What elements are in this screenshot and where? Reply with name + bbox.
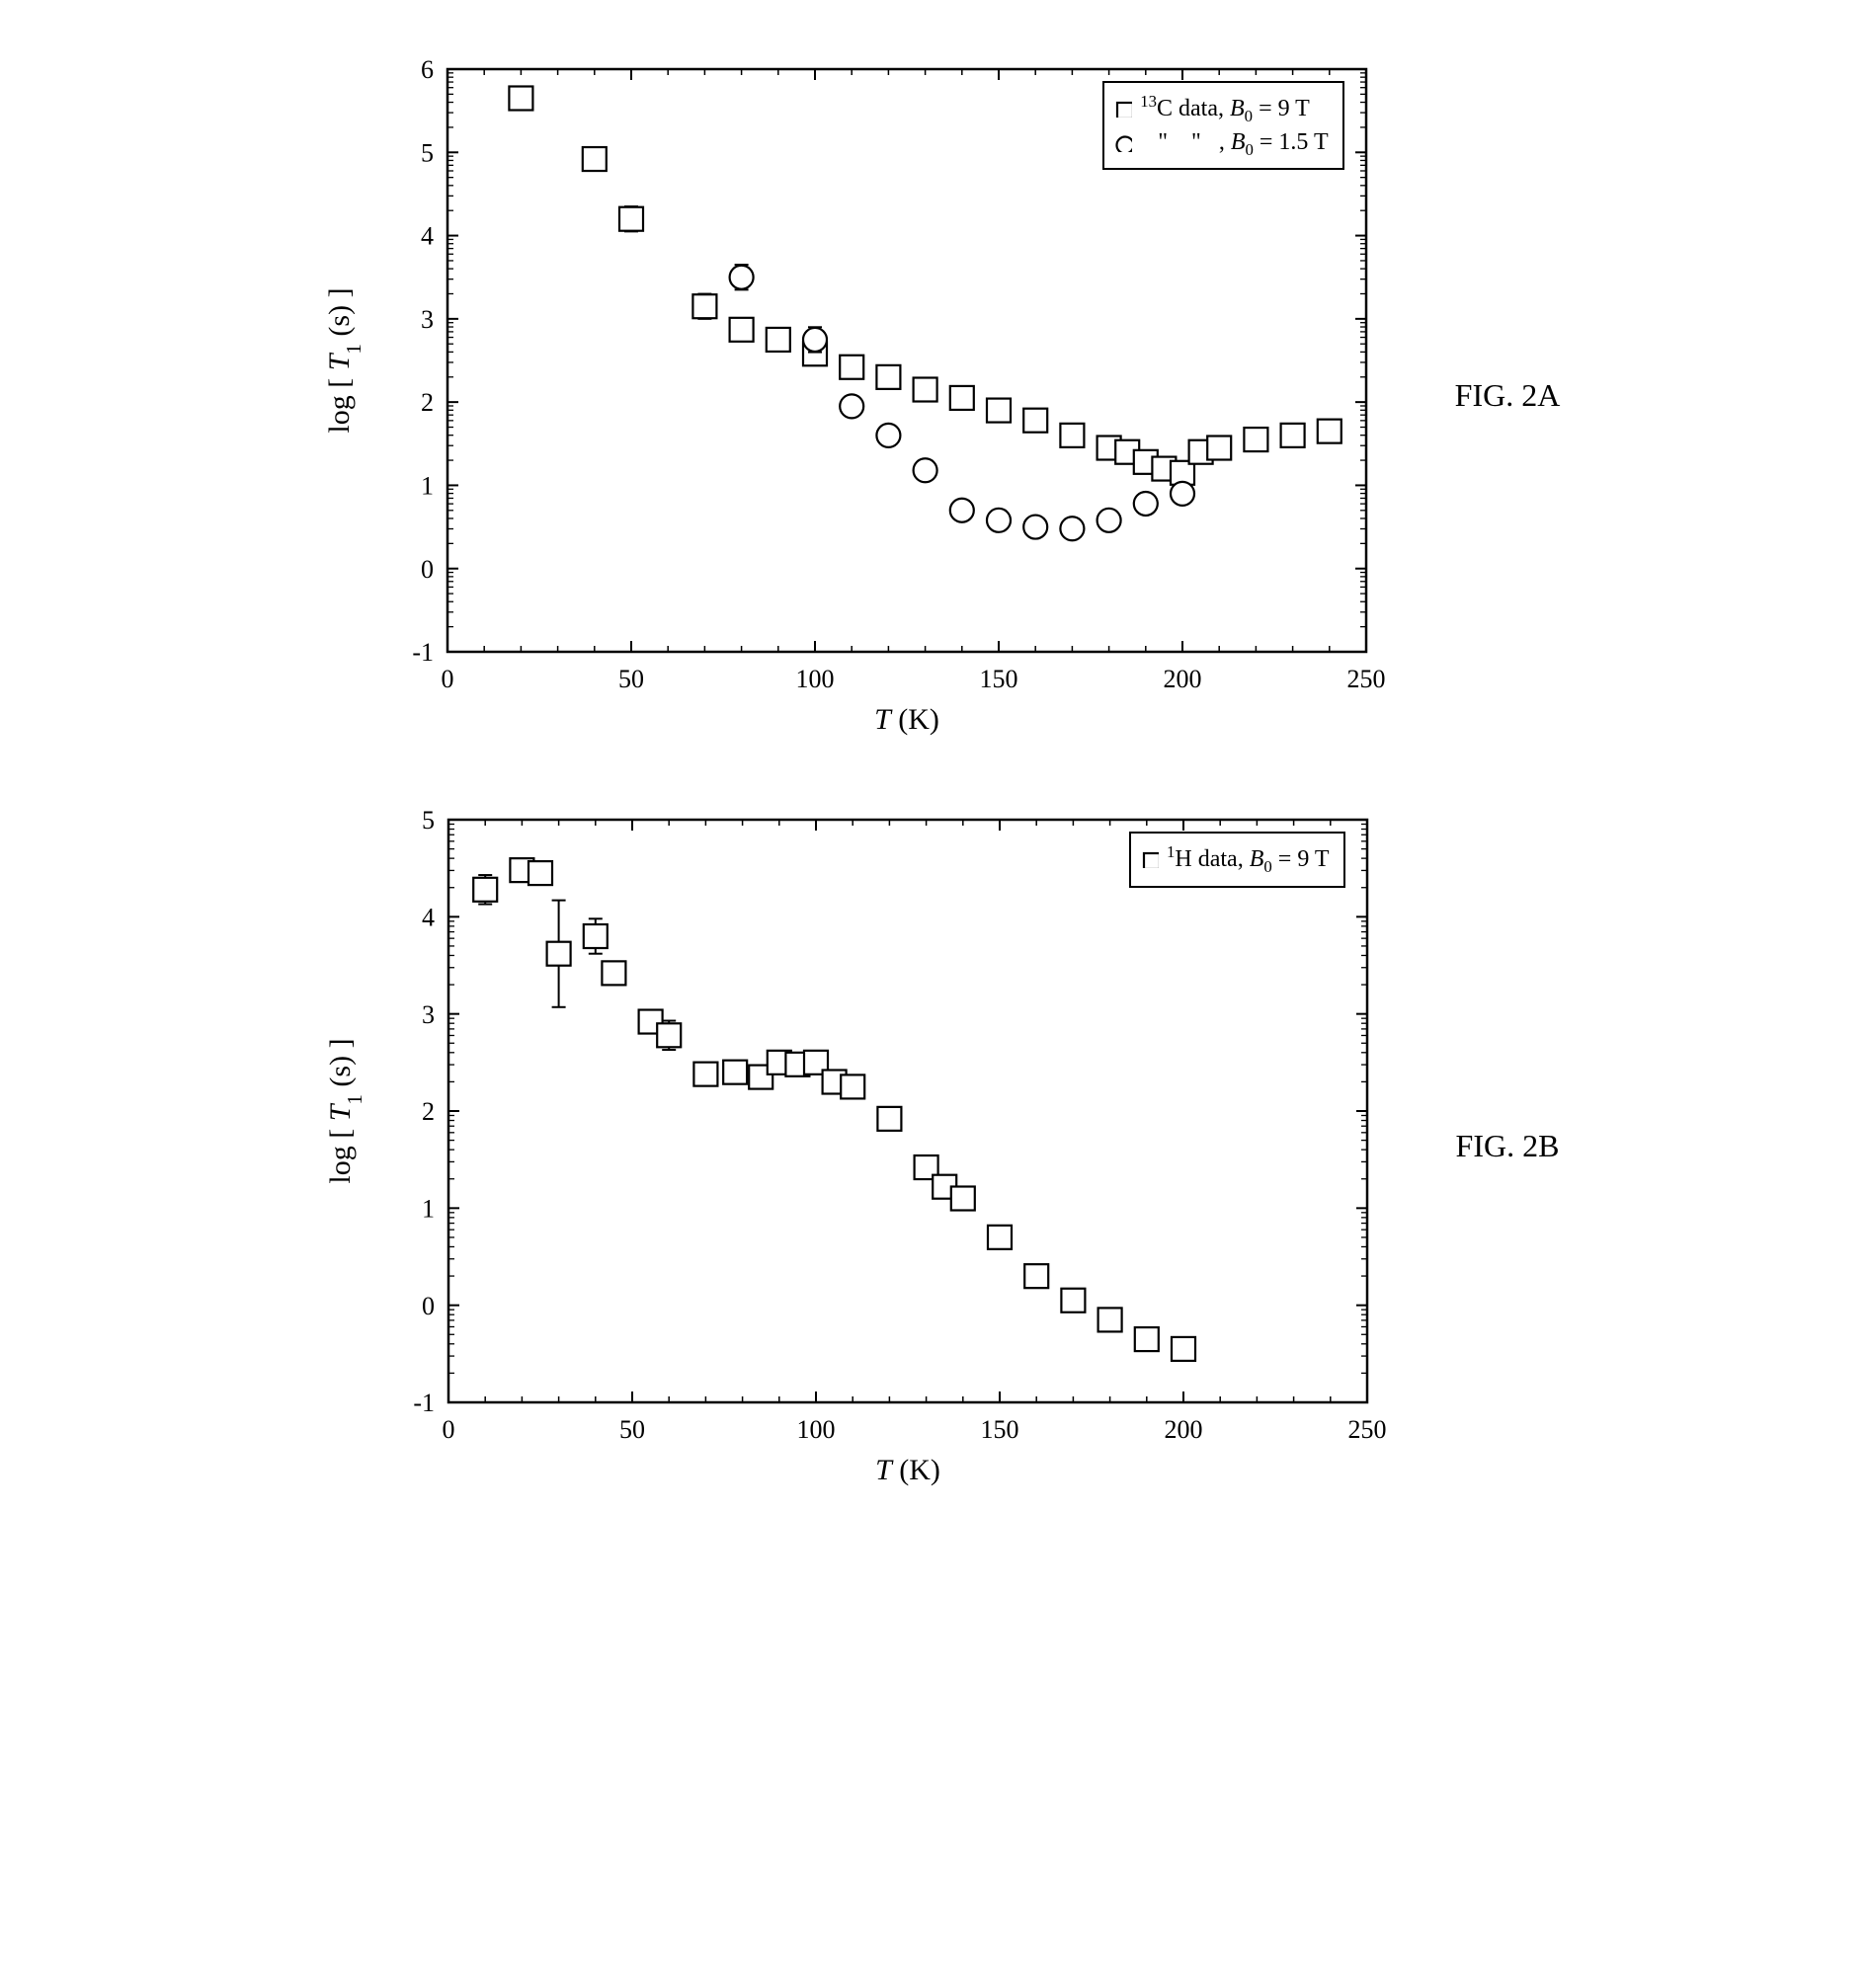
svg-text:log [ T1 (s) ]: log [ T1 (s) ] <box>323 287 366 433</box>
legend-row: 1H data, B0 = 9 T <box>1141 841 1330 878</box>
figure-b-row: 050100150200250-1012345T (K)log [ T1 (s)… <box>310 790 1560 1501</box>
svg-text:4: 4 <box>422 903 435 931</box>
svg-text:5: 5 <box>422 806 435 835</box>
svg-text:50: 50 <box>619 1415 645 1444</box>
chart-a: 050100150200250-10123456T (K)log [ T1 (s… <box>309 40 1396 751</box>
svg-text:-1: -1 <box>412 638 434 667</box>
svg-text:log [ T1 (s) ]: log [ T1 (s) ] <box>324 1038 366 1183</box>
svg-text:0: 0 <box>422 1292 435 1320</box>
svg-text:0: 0 <box>421 555 434 584</box>
square-marker-icon <box>1141 850 1159 868</box>
svg-text:100: 100 <box>795 665 834 693</box>
circle-marker-icon <box>1114 134 1132 152</box>
legend-label: " " , B0 = 1.5 T <box>1140 127 1328 161</box>
legend-row: " " , B0 = 1.5 T <box>1114 127 1328 161</box>
svg-text:T (K): T (K) <box>875 1454 940 1486</box>
svg-text:150: 150 <box>980 1415 1018 1444</box>
chart-a-legend: 13C data, B0 = 9 T " " , B0 = 1.5 T <box>1102 81 1343 170</box>
svg-text:250: 250 <box>1346 665 1385 693</box>
svg-text:-1: -1 <box>413 1389 435 1417</box>
figure-b-label: FIG. 2B <box>1456 1128 1560 1164</box>
svg-text:3: 3 <box>421 305 434 334</box>
figure-a-label: FIG. 2A <box>1455 377 1561 414</box>
svg-text:0: 0 <box>441 665 453 693</box>
svg-text:T (K): T (K) <box>874 703 939 736</box>
chart-b-legend: 1H data, B0 = 9 T <box>1129 832 1345 888</box>
square-marker-icon <box>1114 100 1132 118</box>
svg-text:4: 4 <box>421 222 434 251</box>
svg-text:1: 1 <box>421 472 434 501</box>
chart-b: 050100150200250-1012345T (K)log [ T1 (s)… <box>310 790 1397 1501</box>
figure-a-row: 050100150200250-10123456T (K)log [ T1 (s… <box>309 40 1561 751</box>
legend-label: 1H data, B0 = 9 T <box>1167 841 1330 878</box>
svg-text:6: 6 <box>421 55 434 84</box>
svg-text:200: 200 <box>1164 1415 1202 1444</box>
svg-text:1: 1 <box>422 1194 435 1223</box>
legend-row: 13C data, B0 = 9 T <box>1114 91 1328 127</box>
svg-text:3: 3 <box>422 1000 435 1029</box>
svg-text:0: 0 <box>442 1415 454 1444</box>
svg-text:2: 2 <box>422 1097 435 1126</box>
svg-text:100: 100 <box>796 1415 835 1444</box>
chart-b-svg: 050100150200250-1012345T (K)log [ T1 (s)… <box>310 790 1397 1501</box>
svg-text:2: 2 <box>421 388 434 417</box>
svg-text:200: 200 <box>1163 665 1201 693</box>
svg-text:50: 50 <box>618 665 644 693</box>
svg-text:250: 250 <box>1347 1415 1386 1444</box>
svg-text:5: 5 <box>421 138 434 167</box>
legend-label: 13C data, B0 = 9 T <box>1140 91 1310 127</box>
svg-text:150: 150 <box>979 665 1017 693</box>
